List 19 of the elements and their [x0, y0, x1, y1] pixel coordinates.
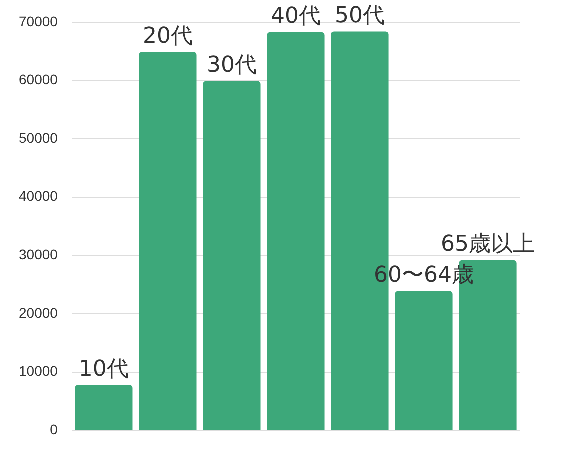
x-tick-label: 65歳以上	[440, 232, 535, 258]
y-tick-label: 60000	[18, 72, 58, 88]
bar	[203, 81, 261, 430]
bar	[75, 385, 133, 430]
y-tick-label: 50000	[18, 130, 58, 146]
bar	[139, 52, 197, 430]
x-tick-label: 10代	[78, 356, 129, 382]
y-tick-label: 70000	[18, 13, 58, 30]
y-tick-label: 0	[50, 421, 58, 438]
y-tick-label: 40000	[18, 188, 58, 204]
bar	[395, 291, 453, 430]
y-tick-label: 20000	[18, 304, 58, 321]
x-tick-label: 20代	[142, 24, 193, 49]
y-tick-label: 30000	[18, 246, 58, 263]
x-tick-label: 30代	[206, 53, 257, 78]
x-tick-label: 40代	[270, 4, 321, 30]
bar	[267, 32, 325, 430]
x-tick-label: 50代	[334, 3, 385, 28]
y-tick-label: 10000	[18, 363, 58, 380]
